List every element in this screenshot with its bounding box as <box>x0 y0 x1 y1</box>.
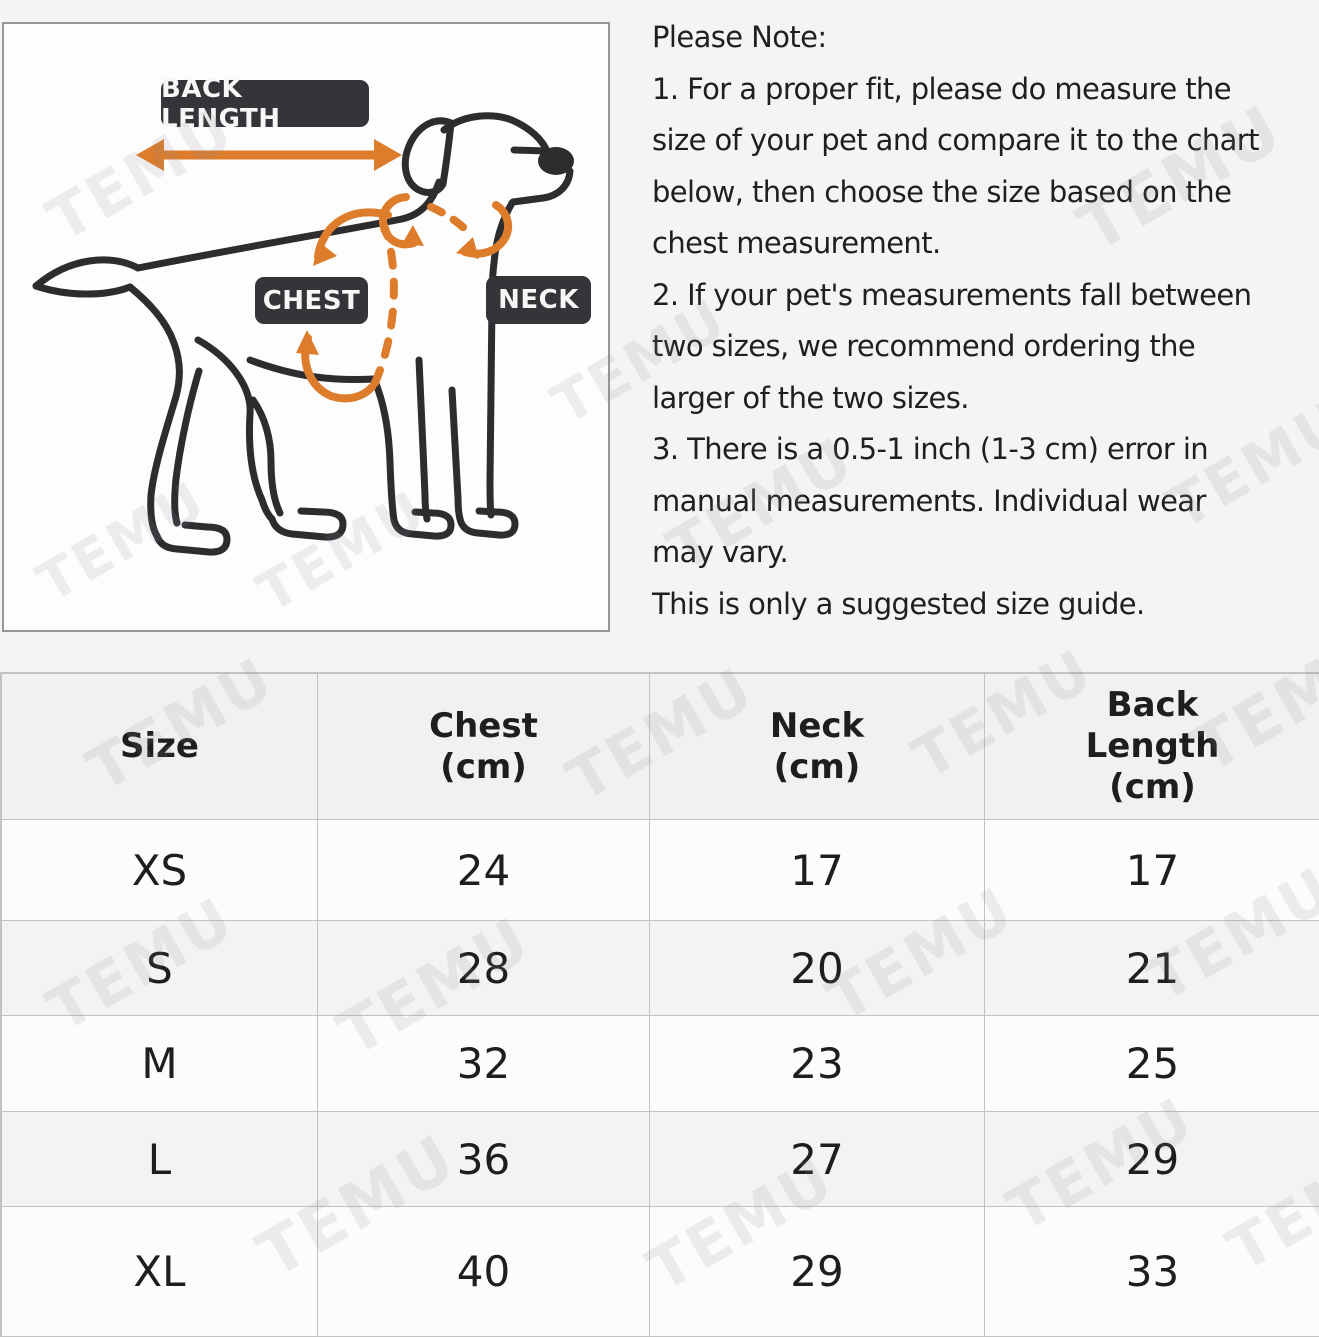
table-cell: 40 <box>318 1207 650 1337</box>
note-line: 1. For a proper fit, please do measure t… <box>652 71 1232 106</box>
table-cell: 23 <box>650 1016 985 1112</box>
notes-title: Please Note: <box>652 20 827 54</box>
note-line: 3. There is a 0.5-1 inch (1-3 cm) error … <box>652 432 1209 466</box>
table-cell: 29 <box>985 1112 1319 1207</box>
size-chart-table: Size Chest (cm) Neck (cm) Back Length (c… <box>0 672 1319 1337</box>
table-cell: 29 <box>650 1207 985 1337</box>
table-cell: 33 <box>985 1207 1319 1337</box>
table-cell: 25 <box>985 1016 1319 1112</box>
notes-block: Please Note: 1. For a proper fit, please… <box>652 12 1319 630</box>
neck-measure-arrow-icon <box>378 193 513 259</box>
header-cell-neck: Neck (cm) <box>650 674 985 820</box>
dog-outline-icon <box>32 112 574 556</box>
table-cell: 27 <box>650 1112 985 1207</box>
table-cell: XS <box>2 820 318 921</box>
table-cell: XL <box>2 1207 318 1337</box>
note-line: 2. If your pet's measurements fall betwe… <box>652 277 1252 312</box>
table-cell: 24 <box>318 820 650 921</box>
dog-diagram-drawing <box>32 112 574 556</box>
note-line: chest measurement. <box>652 226 941 260</box>
note-line: size of your pet and compare it to the c… <box>652 123 1260 157</box>
table-cell: 17 <box>650 820 985 921</box>
note-line: larger of the two sizes. <box>652 380 969 415</box>
note-line: manual measurements. Individual wear <box>652 483 1206 518</box>
note-line: may vary. <box>652 535 789 569</box>
table-cell: S <box>2 921 318 1016</box>
note-line: below, then choose the size based on the <box>652 174 1232 209</box>
table-cell: M <box>2 1016 318 1112</box>
size-guide-page: BACK LENGTH CHEST NECK Please Note: 1. F… <box>0 12 1319 1337</box>
dog-nose <box>538 147 574 175</box>
table-cell: 28 <box>318 921 650 1016</box>
note-line: This is only a suggested size guide. <box>652 586 1145 621</box>
header-cell-chest: Chest (cm) <box>318 674 650 820</box>
neck-badge: NECK <box>486 276 591 324</box>
table-cell: 32 <box>318 1016 650 1112</box>
table-cell: 21 <box>985 921 1319 1016</box>
header-cell-size: Size <box>2 674 318 820</box>
table-cell: 20 <box>650 921 985 1016</box>
chest-badge: CHEST <box>255 277 368 324</box>
table-cell: L <box>2 1112 318 1207</box>
header-cell-back-length: Back Length (cm) <box>985 674 1319 820</box>
table-cell: 17 <box>985 820 1319 921</box>
table-cell: 36 <box>318 1112 650 1207</box>
back-length-arrow-icon <box>136 139 402 171</box>
back-length-badge: BACK LENGTH <box>161 74 369 134</box>
note-line: two sizes, we recommend ordering the <box>652 329 1196 363</box>
